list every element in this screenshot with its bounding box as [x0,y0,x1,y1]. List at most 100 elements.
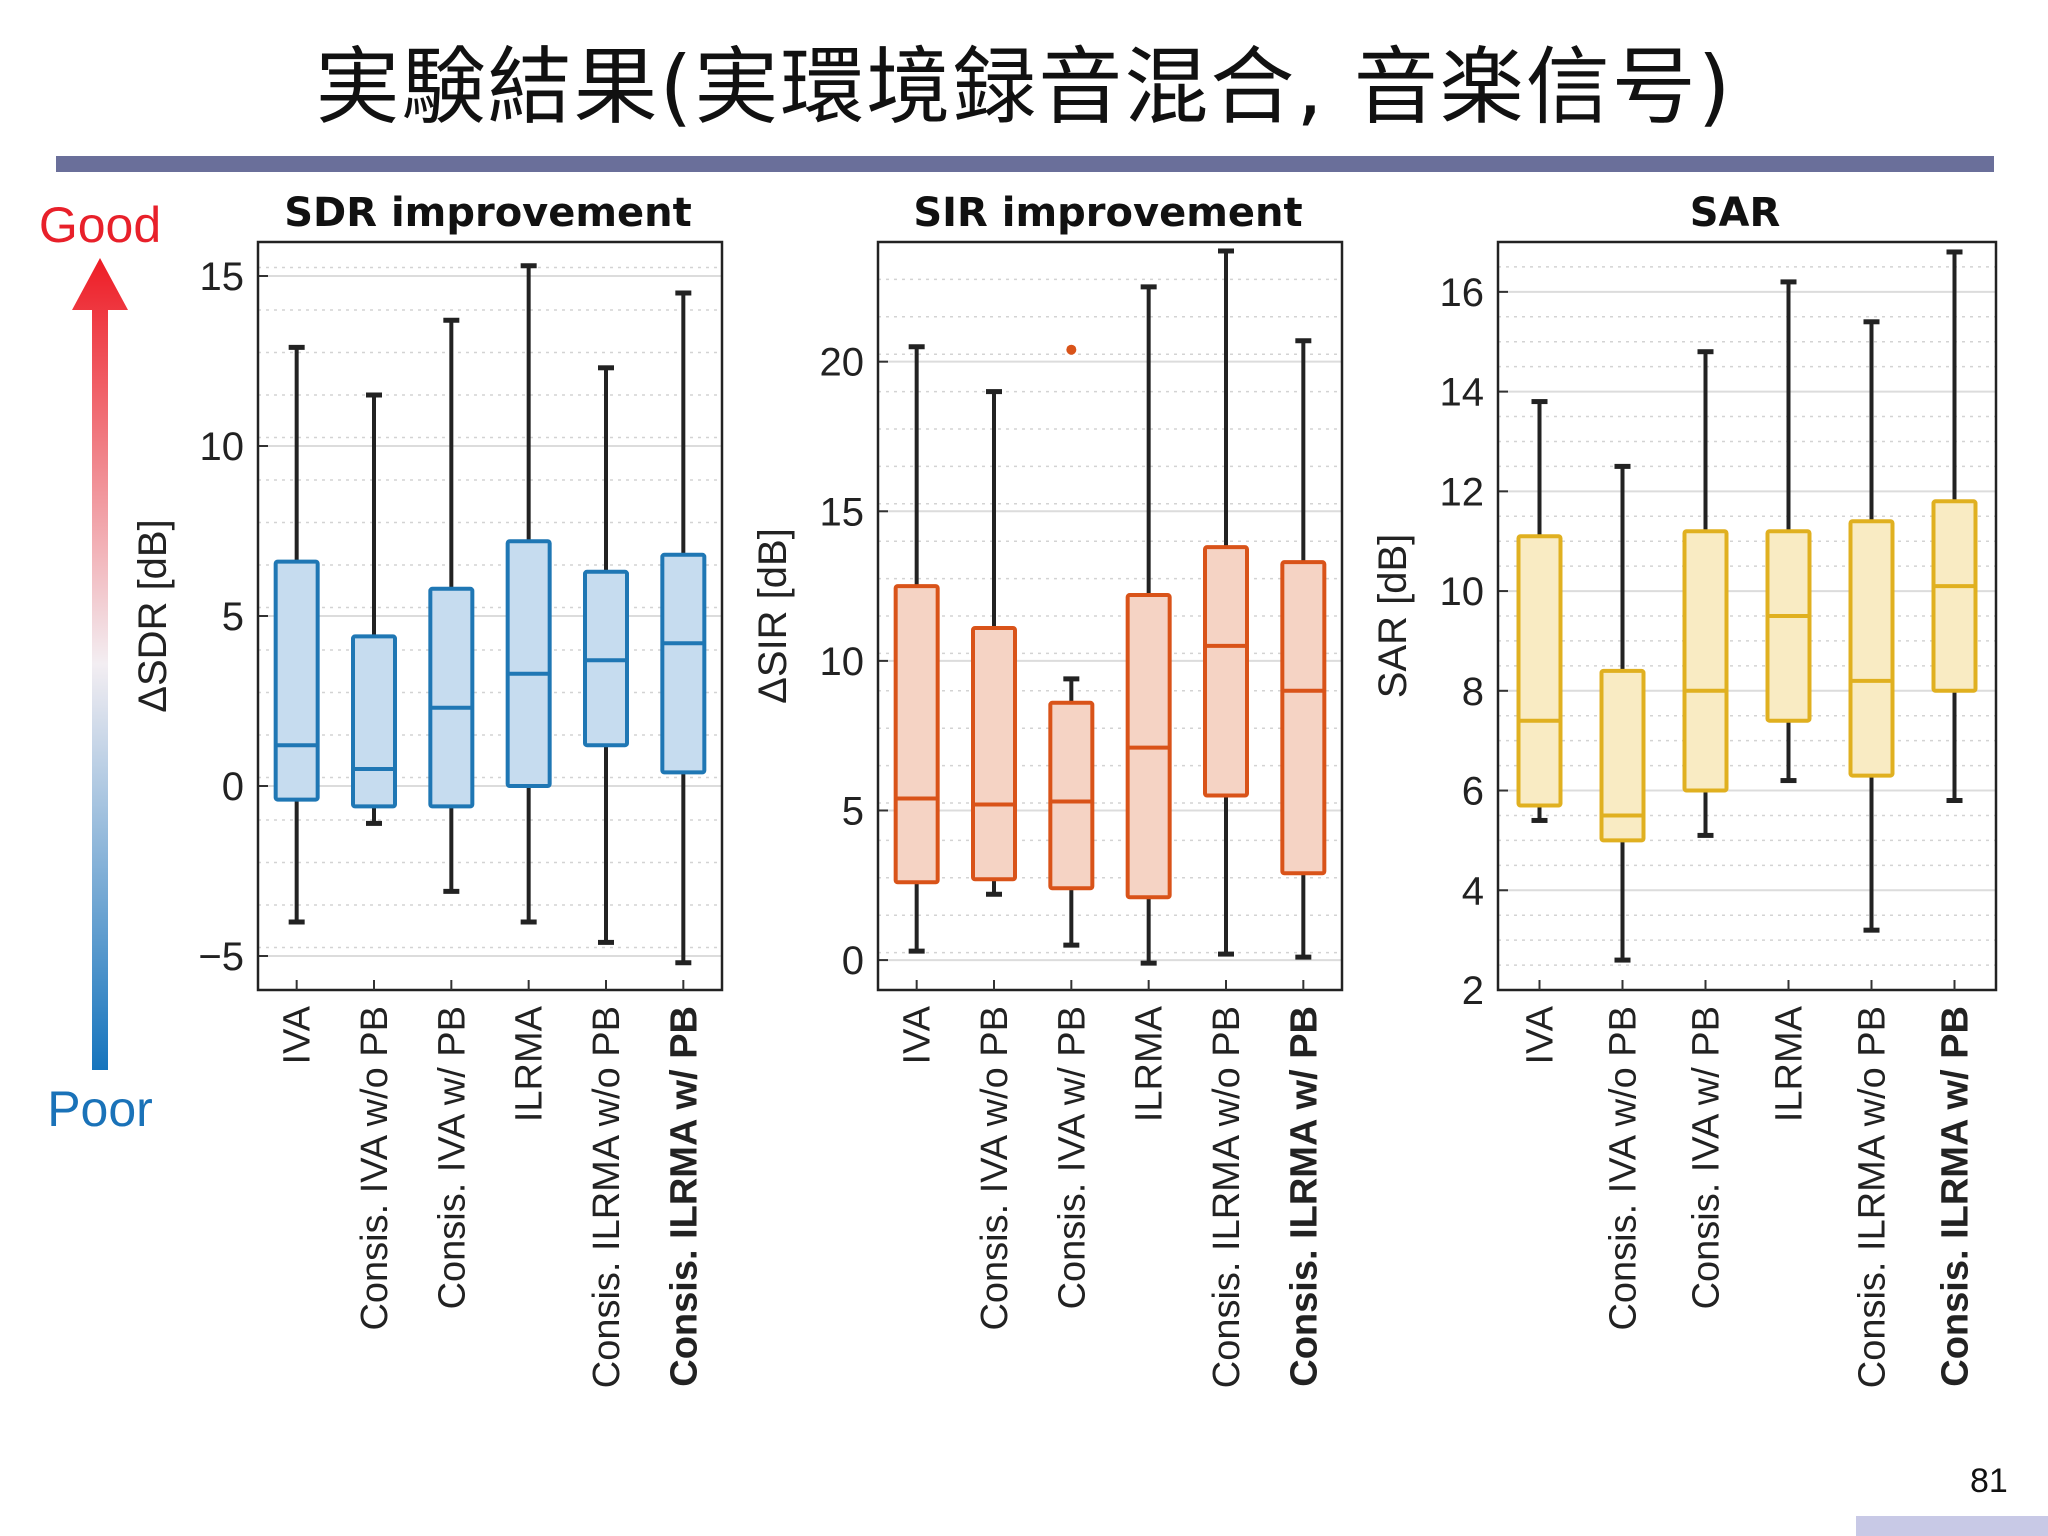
x-tick-label-plain: Consis. IVA w/ PB [1051,1006,1093,1309]
boxplot-chart-1: −5 0 5 10 15 SDR improvement ΔSDR [dB] IVA Consi… [131,190,724,1388]
y-tick-label: 8 [1462,670,1484,714]
x-tick-label-plain: Consis. IVA w/o PB [1603,1006,1645,1331]
x-tick-label-plain: Consis. [1283,1239,1325,1387]
y-tick-label: 5 [222,595,244,639]
box-6: Consis. ILRMA w/ PB [1931,249,1978,1387]
x-tick-label: Consis. IVA w/ PB [431,1006,473,1309]
chart-title: SDR improvement [284,190,692,236]
y-tick-label: 10 [200,425,245,469]
x-tick-label-plain: Consis. ILRMA w/o PB [1206,1006,1248,1388]
box-3: Consis. IVA w/ PB [1682,349,1729,1309]
y-axis-label: SAR [dB] [1371,534,1415,699]
box-iqr [660,552,707,775]
y-tick-label: 10 [820,640,865,684]
x-tick-label: Consis. ILRMA w/ PB [1283,1006,1325,1387]
good-label: Good [38,197,162,253]
y-tick-label: 15 [820,490,865,534]
box-6: Consis. ILRMA w/ PB [1280,338,1327,1387]
poor-label: Poor [47,1081,153,1137]
plot-frame [1496,240,1998,992]
x-tick-label-plain: Consis. IVA w/o PB [354,1006,396,1331]
x-tick-label: ILRMA [1769,1005,1811,1122]
x-tick-label: IVA [897,1005,939,1064]
box-iqr [1048,700,1095,891]
x-tick-label: ILRMA [509,1005,551,1122]
x-tick-label-plain: ILRMA [1129,1005,1171,1122]
plot-frame [876,240,1344,992]
y-tick-label: 12 [1440,470,1485,514]
box-iqr [505,539,552,789]
y-tick-label: 5 [842,789,864,833]
x-tick-label-plain: Consis. [663,1239,705,1387]
box-iqr [893,584,940,885]
box-4: ILRMA [1765,279,1812,1122]
box-iqr [1280,560,1327,876]
box-iqr [428,586,475,809]
quality-arrow-icon [72,258,128,1070]
x-tick-label: Consis. IVA w/o PB [354,1006,396,1331]
x-tick-label-bold: ILRMA w/ PB [1283,1006,1325,1239]
y-tick-label: 0 [222,765,244,809]
box-iqr [1203,545,1249,798]
outlier-point [1066,344,1077,355]
y-tick-label: 16 [1440,271,1485,315]
x-tick-label-plain: ILRMA [509,1005,551,1122]
box-2: Consis. IVA w/o PB [971,389,1017,1331]
y-tick-label: 20 [820,341,865,385]
x-tick-label: ILRMA [1129,1005,1171,1122]
box-iqr [1599,668,1646,843]
box-5: Consis. ILRMA w/o PB [1203,248,1249,1388]
chart-title: SIR improvement [913,190,1302,236]
box-iqr [1765,529,1812,723]
x-tick-label: Consis. IVA w/ PB [1051,1006,1093,1309]
x-tick-label-plain: ILRMA [1769,1005,1811,1122]
y-tick-label: 4 [1462,869,1484,913]
box-4: ILRMA [505,263,552,1122]
x-tick-label: Consis. IVA w/o PB [1603,1006,1645,1331]
x-tick-label: IVA [277,1005,319,1064]
box-5: Consis. ILRMA w/o PB [583,365,629,1388]
y-tick-label: 15 [200,255,245,299]
slide-title: 実験結果(実環境録音混合, 音楽信号) [315,38,1733,136]
x-tick-label-plain: Consis. IVA w/o PB [974,1006,1016,1331]
x-tick-label-plain: Consis. IVA w/ PB [431,1006,473,1309]
x-tick-label: Consis. ILRMA w/o PB [1206,1006,1248,1388]
box-iqr [1848,519,1895,778]
box-2: Consis. IVA w/o PB [1599,463,1646,1331]
x-tick-label-plain: IVA [1520,1005,1562,1064]
y-axis-label: ΔSDR [dB] [131,519,175,712]
box-iqr [1516,534,1563,808]
y-tick-label: 0 [842,939,864,983]
x-tick-label-plain: IVA [897,1005,939,1064]
y-tick-label: −5 [198,935,244,979]
x-tick-label-bold: ILRMA w/ PB [1935,1006,1977,1239]
x-tick-label: Consis. ILRMA w/ PB [1935,1006,1977,1387]
chart-title: SAR [1690,190,1781,236]
corner-decoration [1856,1516,2048,1536]
box-5: Consis. ILRMA w/o PB [1848,319,1895,1388]
x-tick-label-plain: IVA [277,1005,319,1064]
y-axis-label: ΔSIR [dB] [751,528,795,704]
box-iqr [1682,529,1729,793]
y-tick-label: 10 [1440,570,1485,614]
x-tick-label: Consis. ILRMA w/ PB [663,1006,705,1387]
plot-frame [256,240,724,992]
box-2: Consis. IVA w/o PB [351,392,397,1331]
x-tick-label-plain: Consis. ILRMA w/o PB [586,1006,628,1388]
y-tick-label: 6 [1462,770,1484,814]
x-tick-label-plain: Consis. IVA w/ PB [1686,1006,1728,1309]
x-tick-label-bold: ILRMA w/ PB [663,1006,705,1239]
x-tick-label-plain: Consis. [1935,1239,1977,1387]
box-1: IVA [1516,399,1563,1064]
title-rule [56,156,1994,172]
x-tick-label: Consis. IVA w/ PB [1686,1006,1728,1309]
x-tick-label: IVA [1520,1005,1562,1064]
box-4: ILRMA [1125,284,1172,1122]
box-iqr [971,625,1017,882]
y-tick-label: 14 [1440,371,1485,415]
x-tick-label: Consis. ILRMA w/o PB [1852,1006,1894,1388]
page-number: 81 [1970,1462,2008,1500]
box-3: Consis. IVA w/ PB [1048,344,1095,1309]
box-1: IVA [893,344,940,1064]
